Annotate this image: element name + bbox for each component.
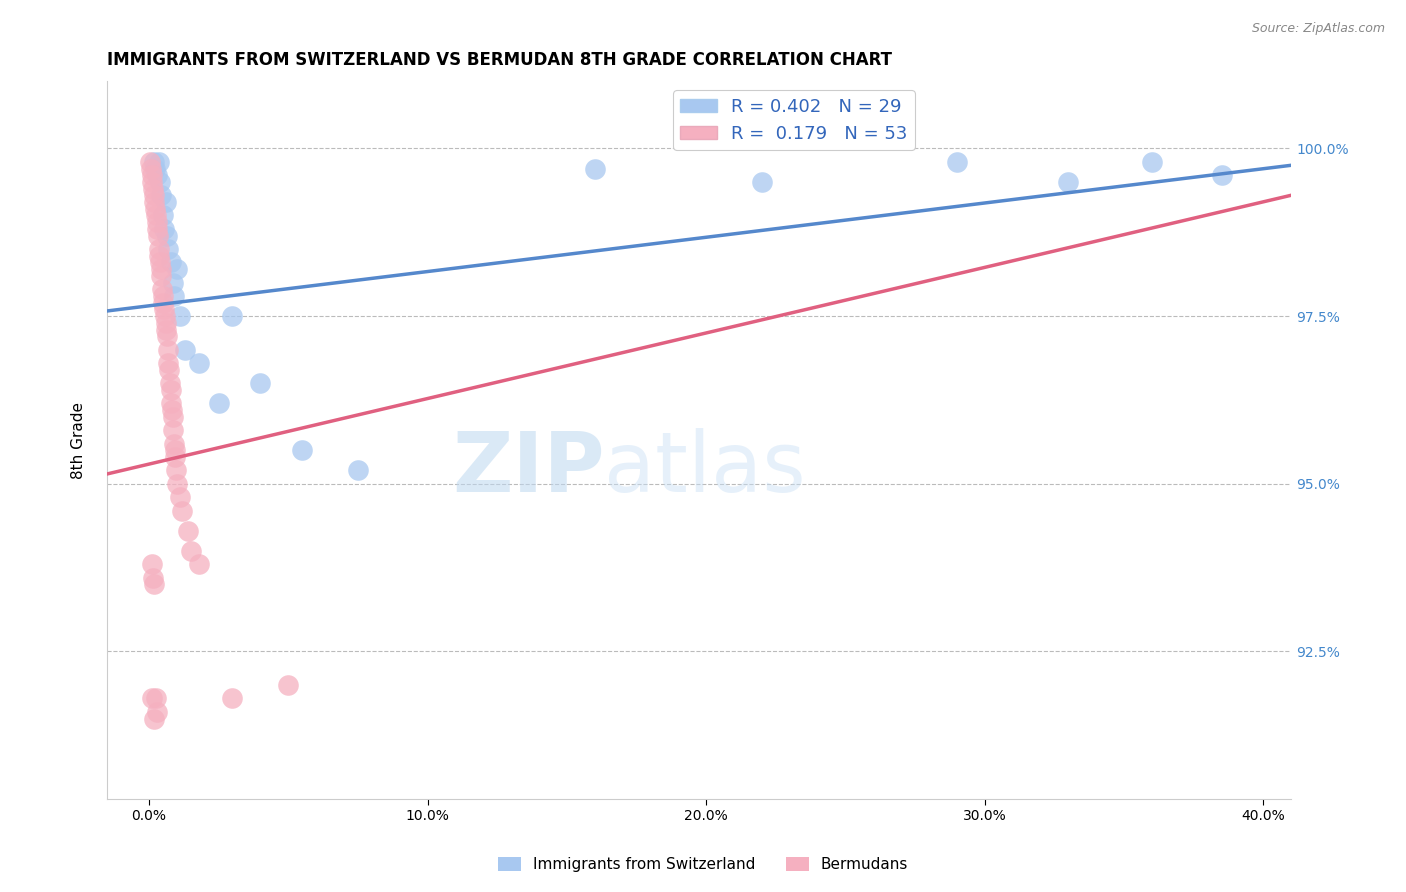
Point xyxy=(249,376,271,391)
Point xyxy=(163,443,186,458)
Point xyxy=(166,262,188,277)
Y-axis label: 8th Grade: 8th Grade xyxy=(72,401,86,479)
Point xyxy=(160,403,183,417)
Point xyxy=(141,168,163,182)
Point xyxy=(150,282,173,296)
Point xyxy=(177,524,200,538)
Point xyxy=(277,678,299,692)
Point xyxy=(142,577,165,591)
Point xyxy=(152,295,174,310)
Point xyxy=(150,268,173,283)
Point xyxy=(188,356,211,370)
Point xyxy=(146,168,169,182)
Text: Source: ZipAtlas.com: Source: ZipAtlas.com xyxy=(1251,22,1385,36)
Legend: R = 0.402   N = 29, R =  0.179   N = 53: R = 0.402 N = 29, R = 0.179 N = 53 xyxy=(673,90,915,150)
Point xyxy=(1057,175,1080,189)
Point xyxy=(221,691,243,706)
Point xyxy=(141,691,163,706)
Point xyxy=(172,503,194,517)
Point xyxy=(221,309,243,323)
Point xyxy=(145,209,167,223)
Point xyxy=(142,195,165,210)
Point xyxy=(153,302,176,317)
Text: ZIP: ZIP xyxy=(451,428,605,509)
Point xyxy=(148,242,170,256)
Point xyxy=(149,262,172,277)
Point xyxy=(153,309,176,323)
Point xyxy=(1211,168,1233,182)
Point xyxy=(143,202,166,216)
Point xyxy=(166,476,188,491)
Point xyxy=(142,182,165,196)
Point xyxy=(139,154,162,169)
Point xyxy=(163,289,186,303)
Point xyxy=(165,450,187,464)
Point xyxy=(347,463,370,477)
Point xyxy=(145,691,167,706)
Legend: Immigrants from Switzerland, Bermudans: Immigrants from Switzerland, Bermudans xyxy=(492,851,914,879)
Point xyxy=(188,558,211,572)
Point xyxy=(169,309,191,323)
Point xyxy=(141,175,163,189)
Point xyxy=(157,356,180,370)
Point xyxy=(149,175,172,189)
Point xyxy=(152,289,174,303)
Point xyxy=(165,463,187,477)
Point xyxy=(159,376,181,391)
Point xyxy=(169,490,191,504)
Point xyxy=(174,343,197,357)
Point xyxy=(160,396,183,410)
Point xyxy=(207,396,229,410)
Point xyxy=(142,571,165,585)
Point xyxy=(583,161,606,176)
Point xyxy=(159,255,181,269)
Point xyxy=(157,363,180,377)
Point xyxy=(142,154,165,169)
Point xyxy=(143,161,166,176)
Point xyxy=(145,705,167,719)
Point xyxy=(139,161,162,176)
Point xyxy=(163,436,186,450)
Point xyxy=(155,195,177,210)
Point xyxy=(1140,154,1163,169)
Point xyxy=(157,242,180,256)
Point xyxy=(162,423,184,437)
Point xyxy=(145,215,167,229)
Point xyxy=(146,228,169,243)
Point xyxy=(291,443,314,458)
Point xyxy=(152,209,174,223)
Point xyxy=(143,188,166,202)
Point xyxy=(156,343,179,357)
Point xyxy=(946,154,969,169)
Point xyxy=(751,175,773,189)
Point xyxy=(155,316,177,330)
Point xyxy=(146,222,169,236)
Point xyxy=(155,322,177,336)
Point xyxy=(162,276,184,290)
Point xyxy=(159,383,181,397)
Point xyxy=(148,154,170,169)
Point xyxy=(180,544,202,558)
Point xyxy=(148,249,170,263)
Text: IMMIGRANTS FROM SWITZERLAND VS BERMUDAN 8TH GRADE CORRELATION CHART: IMMIGRANTS FROM SWITZERLAND VS BERMUDAN … xyxy=(107,51,891,69)
Point xyxy=(141,558,163,572)
Point xyxy=(153,222,176,236)
Point xyxy=(150,188,173,202)
Point xyxy=(162,409,184,424)
Text: atlas: atlas xyxy=(605,428,806,509)
Point xyxy=(156,228,179,243)
Point xyxy=(149,255,172,269)
Point xyxy=(143,712,166,726)
Point xyxy=(156,329,179,343)
